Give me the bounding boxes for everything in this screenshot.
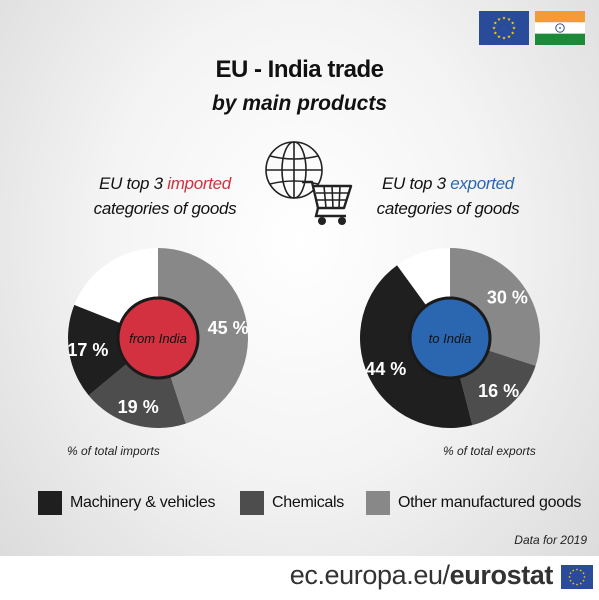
page-title: EU - India trade <box>215 56 384 83</box>
imports-data-label: 45 % <box>208 318 249 338</box>
exports-pie-chart: 30 % 16 % 44 % to India <box>360 248 541 428</box>
eu-star-icon <box>510 21 515 25</box>
eu-star-icon <box>569 571 572 575</box>
data-year-note: Data for 2019 <box>514 533 587 547</box>
legend-item-other: Other manufactured goods <box>366 491 581 515</box>
imports-heading: EU top 3 imported categories of goods <box>55 171 275 221</box>
eu-star-icon <box>583 575 586 579</box>
legend-swatch-machinery <box>38 491 62 515</box>
footer-url: ec.europa.eu/ <box>289 560 450 590</box>
legend-label-other: Other manufactured goods <box>398 494 582 511</box>
eu-star-icon <box>497 17 501 21</box>
legend-label-machinery: Machinery & vehicles <box>70 494 216 511</box>
eurostat-eu-flag-icon <box>561 565 593 589</box>
exports-data-label: 44 % <box>365 359 406 379</box>
legend-item-machinery: Machinery & vehicles <box>38 491 215 515</box>
eu-star-icon <box>572 582 575 585</box>
exports-center-circle <box>408 296 492 380</box>
footer: ec.europa.eu/eurostat <box>0 556 599 600</box>
eu-star-icon <box>579 582 582 585</box>
globe-cart-icon <box>265 141 353 225</box>
imports-center-circle <box>116 296 200 380</box>
imports-pie-chart: 45 % 19 % 17 % from India <box>67 248 249 429</box>
imports-slice-other-manufactured-goods <box>158 248 249 424</box>
eu-star-icon <box>579 569 582 572</box>
imports-heading-highlight: imported <box>167 174 231 193</box>
imports-heading-prefix: EU top 3 <box>99 174 168 193</box>
page-subtitle: by main products <box>211 92 388 115</box>
imports-note: % of total imports <box>67 444 160 458</box>
legend-swatch-other <box>366 491 390 515</box>
eu-star-icon <box>507 17 511 21</box>
eu-star-icon <box>507 34 511 39</box>
imports-data-label: 19 % <box>118 397 159 417</box>
exports-center-label: to India <box>429 331 472 346</box>
imports-slice-machinery-vehicles <box>67 304 158 396</box>
eu-star-icon <box>493 21 498 25</box>
eu-star-icon <box>568 575 571 579</box>
legend-item-chemicals: Chemicals <box>240 491 344 515</box>
imports-center-label: from India <box>129 331 187 346</box>
legend-swatch-chemicals <box>240 491 264 515</box>
india-flag-icon <box>535 11 585 45</box>
eu-star-icon <box>492 26 496 30</box>
eu-star-icon <box>575 568 579 571</box>
footer-brand: eurostat <box>449 560 554 590</box>
eu-star-icon <box>493 31 498 35</box>
eu-star-icon <box>512 26 516 30</box>
flags <box>479 11 585 45</box>
eu-star-icon <box>510 31 515 35</box>
exports-heading-highlight: exported <box>450 174 514 193</box>
footer-brand-text: ec.europa.eu/eurostat <box>289 560 554 591</box>
eu-flag-icon <box>479 11 529 45</box>
exports-heading-prefix: EU top 3 <box>382 174 451 193</box>
eu-star-icon <box>569 579 572 582</box>
eu-star-icon <box>497 34 501 39</box>
exports-note: % of total exports <box>443 444 536 458</box>
exports-heading: EU top 3 exported categories of goods <box>338 171 558 221</box>
imports-data-label: 17 % <box>67 340 108 360</box>
exports-data-label: 16 % <box>478 381 519 401</box>
eu-star-icon <box>502 16 506 20</box>
imports-heading-suffix: categories of goods <box>93 199 237 218</box>
eu-star-icon <box>575 583 579 586</box>
eu-star-icon <box>572 569 575 572</box>
legend: Machinery & vehicles Chemicals Other man… <box>0 491 599 517</box>
eu-star-icon <box>582 579 585 582</box>
eu-star-icon <box>502 36 506 40</box>
exports-heading-suffix: categories of goods <box>376 199 520 218</box>
eu-star-icon <box>582 571 585 575</box>
legend-label-chemicals: Chemicals <box>272 494 344 511</box>
exports-data-label: 30 % <box>487 287 528 307</box>
